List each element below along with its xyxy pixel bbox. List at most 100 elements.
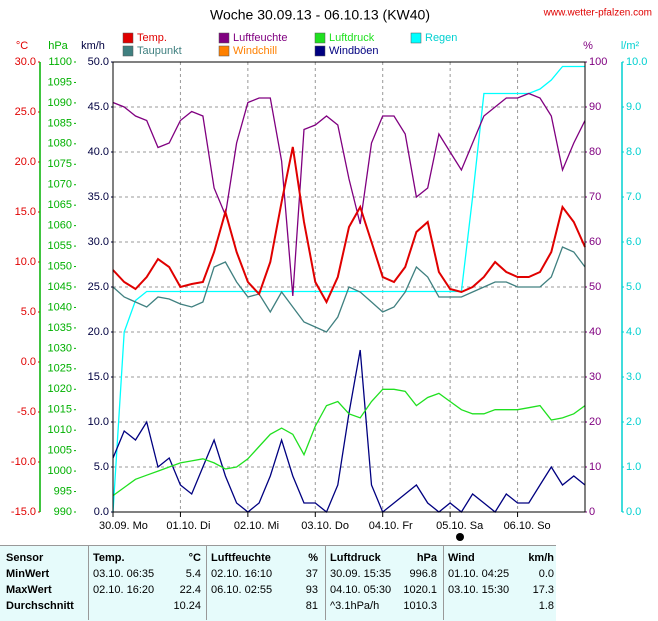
table-cell: 1020.1 — [403, 584, 437, 596]
y-tick-label: 5.0 — [94, 461, 109, 473]
y-tick-label: 9.0 — [626, 101, 641, 113]
y-tick-label: 15.0 — [88, 371, 109, 383]
y-tick-label: 90 — [589, 101, 601, 113]
x-tick-label: 06.10. So — [504, 520, 551, 532]
table-cell: 0.0 — [538, 568, 554, 580]
x-tick-label: 02.10. Mi — [234, 520, 279, 532]
table-cell: 5.4 — [185, 568, 201, 580]
y-tick-label: 0.0 — [21, 356, 36, 368]
y-tick-label: 25.0 — [15, 106, 36, 118]
table-separator — [206, 545, 207, 620]
y-tick-label: 1085 — [48, 117, 72, 129]
y-tick-label: 30.0 — [15, 56, 36, 68]
y-tick-label: 1010 — [48, 424, 72, 436]
table-header: Luftdruck — [330, 552, 381, 564]
table-cell: 81 — [305, 600, 318, 612]
table-cell: ^3.1hPa/h — [330, 600, 380, 612]
row-label: MinWert — [6, 568, 50, 580]
table-header: hPa — [416, 552, 437, 564]
table-cell: 02.10. 16:10 — [211, 568, 273, 580]
stats-table: Sensor Temp. °C Luftfeuchte% Luftdruck hPa Win… — [0, 545, 658, 621]
y-tick-label: 80 — [589, 146, 601, 158]
axis-unit: hPa — [48, 40, 68, 52]
legend-label: Temp. — [137, 32, 167, 44]
y-tick-label: 30 — [589, 371, 601, 383]
y-tick-label: 40 — [589, 326, 601, 338]
y-tick-label: 5.0 — [21, 306, 36, 318]
y-tick-label: 20 — [589, 416, 601, 428]
y-tick-label: 50.0 — [88, 56, 109, 68]
plot-border — [112, 61, 586, 513]
table-header: km/h — [528, 552, 554, 564]
axis-unit: % — [583, 40, 593, 52]
y-tick-label: 20.0 — [15, 156, 36, 168]
legend-label: Windchill — [233, 45, 277, 57]
legend-swatch — [218, 32, 230, 44]
y-tick-label: 100 — [589, 56, 607, 68]
y-tick-label: 10.0 — [88, 416, 109, 428]
legend-label: Luftdruck — [329, 32, 375, 44]
legend-swatch — [410, 32, 422, 44]
legend-label: Windböen — [329, 45, 379, 57]
y-tick-label: 70 — [589, 191, 601, 203]
y-tick-label: 8.0 — [626, 146, 641, 158]
y-tick-label: 10.0 — [15, 256, 36, 268]
y-tick-label: 1.0 — [626, 461, 641, 473]
table-cell: 37 — [305, 568, 318, 580]
y-tick-label: 0 — [589, 506, 595, 518]
legend-label: Taupunkt — [137, 45, 182, 57]
series-line — [112, 65, 585, 513]
table-cell: 10.24 — [173, 600, 201, 612]
table-cell: 22.4 — [179, 584, 201, 596]
y-tick-label: 50 — [589, 281, 601, 293]
legend-label: Regen — [425, 32, 457, 44]
y-tick-label: 20.0 — [88, 326, 109, 338]
y-tick-label: 10.0 — [626, 56, 647, 68]
y-tick-label: 3.0 — [626, 371, 641, 383]
table-bg — [0, 545, 556, 621]
table-separator — [88, 545, 89, 620]
y-tick-label: 10 — [589, 461, 601, 473]
table-header: Sensor — [6, 552, 44, 564]
table-header: % — [308, 552, 318, 564]
y-tick-label: 995 — [54, 485, 72, 497]
y-tick-label: 1090 — [48, 97, 72, 109]
legend-swatch — [218, 45, 230, 57]
y-tick-label: 1070 — [48, 179, 72, 191]
table-cell: 1.8 — [538, 600, 554, 612]
y-tick-label: 45.0 — [88, 101, 109, 113]
table-header: °C — [188, 552, 201, 564]
y-tick-label: 1035 — [48, 322, 72, 334]
table-separator — [443, 545, 444, 620]
y-tick-label: -10.0 — [11, 456, 36, 468]
table-cell: 1010.3 — [403, 600, 437, 612]
axis-unit: km/h — [81, 40, 105, 52]
table-header: Wind — [448, 552, 475, 564]
y-tick-label: 7.0 — [626, 191, 641, 203]
y-tick-label: -15.0 — [11, 506, 36, 518]
y-tick-label: 1080 — [48, 138, 72, 150]
chart-title: Woche 30.09.13 - 06.10.13 (KW40) — [210, 7, 430, 23]
axis-unit: °C — [16, 40, 28, 52]
y-tick-label: 60 — [589, 236, 601, 248]
x-tick-label: 05.10. Sa — [436, 520, 484, 532]
y-tick-label: 1040 — [48, 301, 72, 313]
now-marker — [456, 533, 464, 541]
y-tick-label: 1020 — [48, 383, 72, 395]
y-tick-label: 1060 — [48, 220, 72, 232]
table-separator — [325, 545, 326, 620]
x-tick-label: 01.10. Di — [166, 520, 210, 532]
table-cell: 03.10. 15:30 — [448, 584, 510, 596]
y-tick-label: 1000 — [48, 465, 72, 477]
y-tick-label: 1065 — [48, 199, 72, 211]
y-tick-label: -5.0 — [17, 406, 36, 418]
legend-label: Luftfeuchte — [233, 32, 287, 44]
row-label: Durchschnitt — [6, 600, 74, 612]
legend-swatch — [122, 45, 134, 57]
source: www.wetter-pfalzen.com — [543, 8, 652, 19]
legend-swatch — [314, 32, 326, 44]
y-tick-label: 1005 — [48, 445, 72, 457]
table-cell: 06.10. 02:55 — [211, 584, 273, 596]
series-line — [112, 246, 586, 333]
